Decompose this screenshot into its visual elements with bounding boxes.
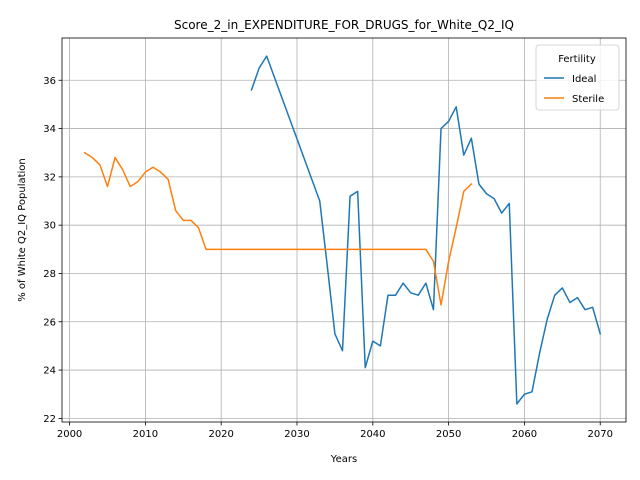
- axis-ticks: 2000 2010 2020 2030 2040 2050 2060 2070 22 24 26 28…: [43, 76, 613, 440]
- chart-title: Score_2_in_EXPENDITURE_FOR_DRUGS_for_Whi…: [174, 18, 514, 32]
- y-tick-label: 36: [43, 76, 56, 87]
- legend-title: Fertility: [558, 54, 596, 65]
- plot-frame: [61, 37, 627, 423]
- series-lines: [83, 55, 602, 405]
- series-line-sterile: [83, 151, 473, 306]
- y-tick-label: 22: [43, 414, 56, 425]
- series-line-ideal: [250, 55, 602, 405]
- x-tick-label: 2010: [133, 429, 158, 440]
- legend-box: [535, 44, 620, 111]
- x-tick-label: 2040: [360, 429, 385, 440]
- y-tick-label: 34: [43, 124, 56, 135]
- x-tick-label: 2000: [57, 429, 82, 440]
- y-tick-label: 32: [43, 172, 56, 183]
- y-tick-label: 24: [43, 366, 56, 377]
- x-tick-label: 2060: [512, 429, 537, 440]
- y-axis-label: % of White Q2_IQ Population: [17, 158, 28, 302]
- legend-label-sterile: Sterile: [572, 94, 604, 105]
- x-axis-label: Years: [330, 454, 357, 465]
- x-tick-label: 2020: [208, 429, 233, 440]
- y-tick-label: 28: [43, 269, 56, 280]
- x-tick-label: 2070: [587, 429, 612, 440]
- y-tick-label: 30: [43, 221, 56, 232]
- x-tick-label: 2030: [284, 429, 309, 440]
- x-tick-label: 2050: [436, 429, 461, 440]
- y-tick-label: 26: [43, 317, 56, 328]
- legend-label-ideal: Ideal: [572, 74, 596, 85]
- legend: Fertility Ideal Sterile: [535, 44, 620, 111]
